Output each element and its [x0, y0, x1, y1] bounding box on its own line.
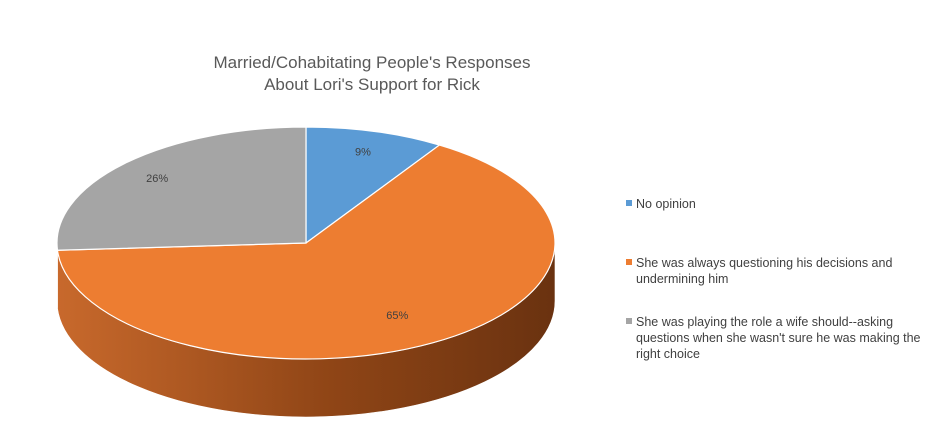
legend-label-3-line-3: right choice	[636, 347, 700, 361]
data-label-1: 9%	[355, 147, 371, 159]
legend-label-2-line-1: She was always questioning his decisions…	[636, 256, 892, 270]
chart-legend: No opinion She was always questioning his…	[626, 197, 921, 361]
data-label-3: 26%	[146, 173, 168, 185]
legend-label-3-line-1: She was playing the role a wife should--…	[636, 315, 893, 329]
legend-marker-3	[626, 318, 632, 324]
legend-label-3-line-2: questions when she wasn't sure he was ma…	[636, 331, 921, 345]
pie-slice-3	[56, 126, 307, 251]
pie-top-face	[56, 126, 556, 360]
legend-marker-2	[626, 259, 632, 265]
pie-slice-1	[305, 126, 441, 245]
legend-label-1-line-1: No opinion	[636, 197, 696, 211]
pie-slice-2	[56, 144, 556, 360]
legend-label-2-line-2: undermining him	[636, 272, 728, 286]
chart-title-line-2: About Lori's Support for Rick	[264, 75, 480, 94]
legend-marker-1	[626, 200, 632, 206]
chart-title-line-1: Married/Cohabitating People's Responses	[214, 53, 531, 72]
data-label-2: 65%	[386, 310, 408, 322]
chart-title: Married/Cohabitating People's Responses …	[214, 53, 531, 94]
pie-data-labels: 9% 65% 26%	[146, 147, 408, 322]
